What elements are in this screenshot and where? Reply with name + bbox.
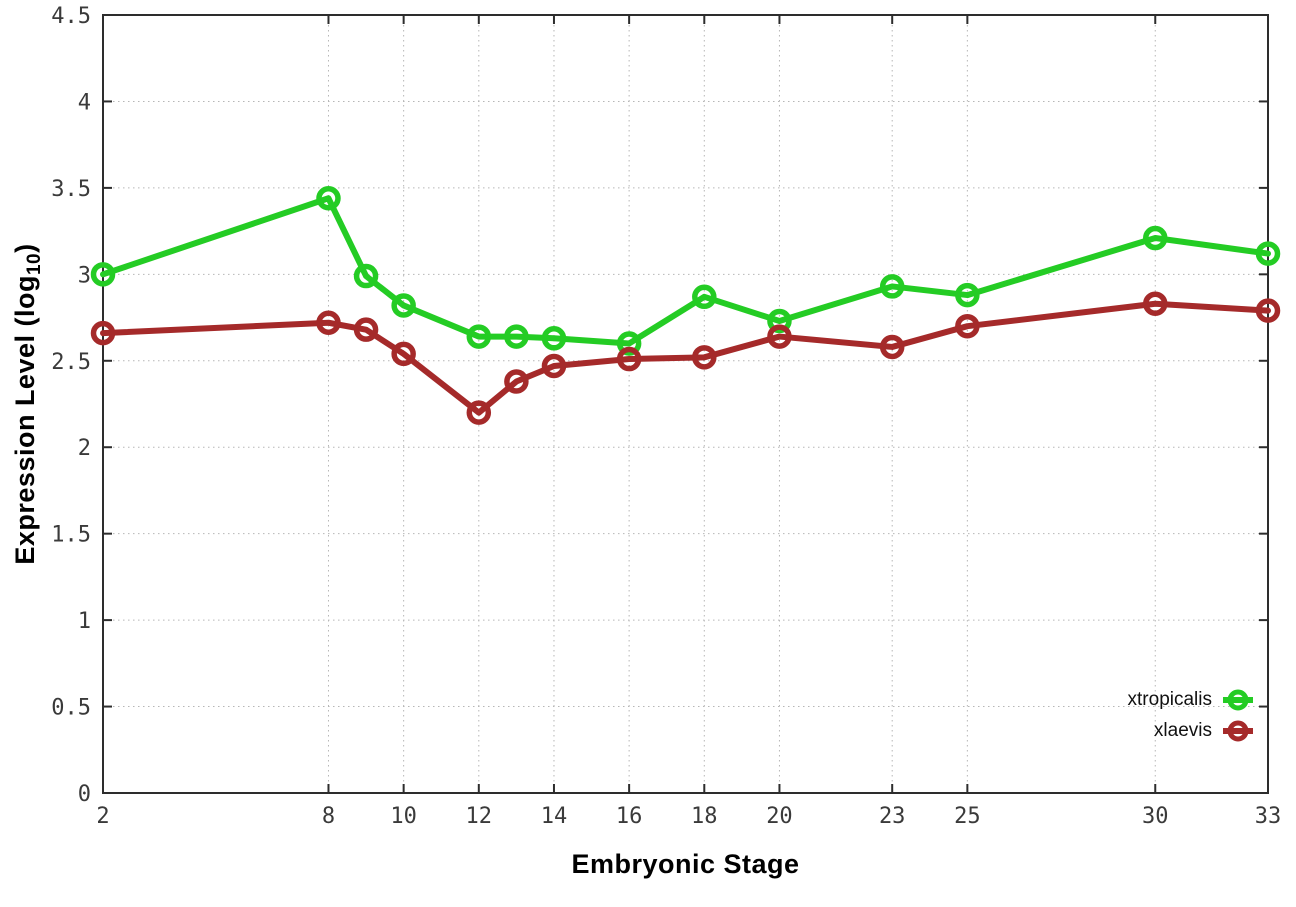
data-point-xlaevis: [541, 353, 567, 379]
y-axis-title-close: ): [9, 243, 40, 253]
y-tick-label: 0.5: [51, 696, 91, 721]
series-xlaevis: [90, 291, 1281, 425]
data-point-xtropicalis: [466, 324, 492, 349]
x-tick-label: 12: [466, 804, 493, 829]
y-tick-label: 1: [78, 609, 91, 634]
x-tick-label: 18: [691, 804, 718, 829]
data-point-xtropicalis: [391, 293, 416, 318]
x-tick-label: 23: [879, 804, 906, 829]
series-line-xlaevis: [100, 300, 1271, 416]
y-axis-title-subscript: 10: [24, 252, 46, 276]
x-tick-label: 20: [766, 804, 793, 829]
x-tick-label: 2: [96, 804, 109, 829]
y-tick-label: 4: [78, 90, 91, 115]
plot-border: [102, 14, 1269, 794]
x-tick-label: 25: [954, 804, 981, 829]
data-point-xlaevis: [316, 310, 341, 335]
data-point-xtropicalis: [504, 324, 529, 349]
y-tick-label: 2.5: [51, 350, 91, 375]
data-point-xtropicalis: [955, 282, 980, 308]
x-tick-label: 10: [390, 804, 417, 829]
data-point-xtropicalis: [879, 274, 905, 299]
data-point-xlaevis: [616, 346, 642, 372]
x-tick-label: 33: [1255, 804, 1282, 829]
y-tick-label: 4.5: [51, 4, 91, 29]
data-point-xlaevis: [955, 313, 980, 339]
data-point-xtropicalis: [1255, 241, 1281, 266]
legend-item-xtropicalis: xtropicalis: [1128, 684, 1253, 715]
x-tick-label: 14: [541, 804, 568, 829]
y-tick-label: 2: [78, 436, 91, 461]
x-tick-label: 30: [1142, 804, 1169, 829]
y-tick-label: 3: [78, 263, 91, 288]
series-line-xtropicalis: [100, 195, 1271, 347]
legend-item-xlaevis: xlaevis: [1128, 715, 1253, 746]
data-point-xlaevis: [353, 317, 379, 342]
data-point-xtropicalis: [616, 331, 642, 356]
data-point-xtropicalis: [90, 262, 116, 287]
data-point-xtropicalis: [692, 284, 717, 310]
data-point-xlaevis: [879, 334, 905, 360]
data-point-xlaevis: [90, 320, 116, 346]
y-axis-title: Expression Level (log10): [10, 243, 46, 564]
series-xtropicalis: [90, 186, 1281, 356]
x-tick-label: 8: [322, 804, 335, 829]
x-tick-label: 16: [616, 804, 643, 829]
data-point-xtropicalis: [541, 326, 567, 351]
data-point-xlaevis: [1255, 298, 1281, 323]
data-point-xlaevis: [1143, 291, 1168, 316]
legend-circle-marker-icon: [1227, 689, 1249, 710]
legend: xtropicalis xlaevis: [1128, 684, 1253, 746]
legend-label-xtropicalis: xtropicalis: [1127, 688, 1212, 710]
legend-sample-xlaevis: [1223, 719, 1253, 743]
legend-circle-marker-icon: [1227, 720, 1249, 741]
data-point-xlaevis: [466, 400, 492, 425]
data-point-xtropicalis: [316, 186, 341, 211]
data-point-xlaevis: [767, 324, 792, 349]
y-axis-title-text: Expression Level (log: [9, 275, 40, 565]
data-point-xlaevis: [692, 345, 717, 370]
y-tick-label: 1.5: [51, 523, 91, 548]
data-point-xtropicalis: [767, 308, 792, 334]
y-tick-label: 0: [78, 782, 91, 807]
data-point-xlaevis: [391, 341, 416, 367]
legend-sample-xtropicalis: [1223, 688, 1253, 712]
x-axis-title: Embryonic Stage: [571, 849, 800, 879]
legend-label-xlaevis: xlaevis: [1153, 719, 1212, 741]
data-point-xtropicalis: [1143, 225, 1168, 251]
y-tick-label: 3.5: [51, 177, 91, 202]
data-point-xtropicalis: [353, 263, 379, 289]
data-point-xlaevis: [504, 369, 529, 394]
